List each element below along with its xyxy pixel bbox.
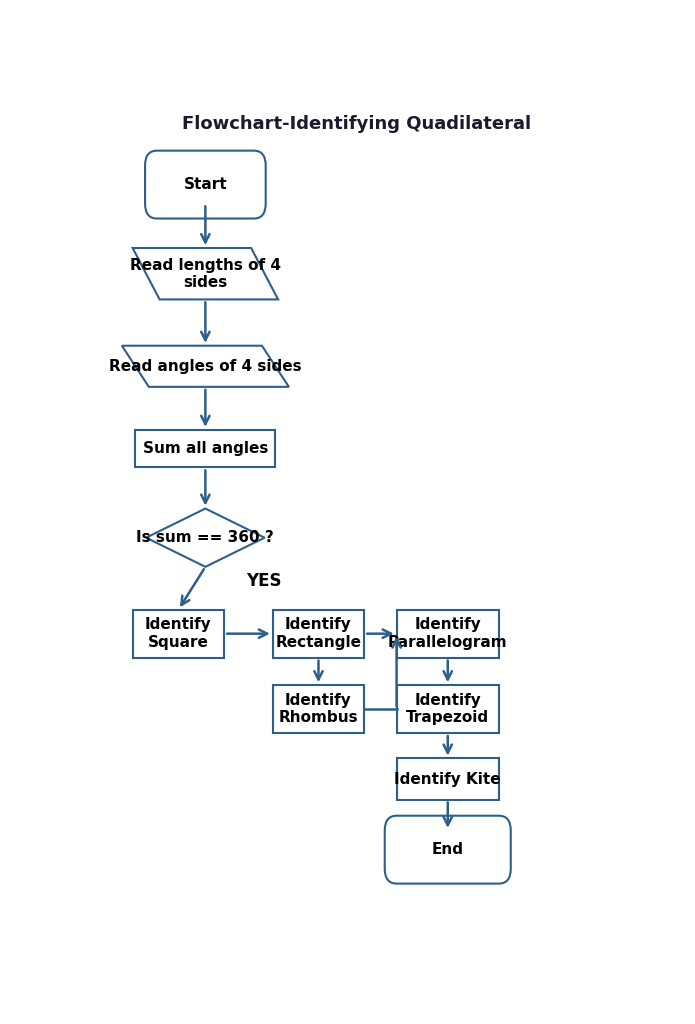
Text: Identify
Rectangle: Identify Rectangle — [275, 617, 361, 650]
Text: Identify
Trapezoid: Identify Trapezoid — [406, 693, 489, 725]
FancyBboxPatch shape — [397, 685, 499, 733]
Text: Flowchart-Identifying Quadilateral: Flowchart-Identifying Quadilateral — [181, 115, 531, 133]
Text: Sum all angles: Sum all angles — [142, 441, 268, 456]
Text: Identify
Parallelogram: Identify Parallelogram — [388, 617, 507, 650]
FancyBboxPatch shape — [133, 609, 224, 657]
FancyBboxPatch shape — [385, 816, 511, 884]
Text: End: End — [432, 842, 464, 857]
Polygon shape — [133, 248, 278, 299]
FancyBboxPatch shape — [136, 430, 275, 467]
Text: YES: YES — [246, 571, 281, 590]
FancyBboxPatch shape — [272, 609, 364, 657]
Text: Identify
Square: Identify Square — [145, 617, 212, 650]
Text: Identify Kite: Identify Kite — [395, 771, 501, 786]
Polygon shape — [122, 346, 289, 387]
Text: Is sum == 360 ?: Is sum == 360 ? — [136, 530, 275, 545]
Polygon shape — [146, 509, 265, 567]
FancyBboxPatch shape — [397, 609, 499, 657]
Text: Read lengths of 4
sides: Read lengths of 4 sides — [130, 257, 281, 290]
FancyBboxPatch shape — [145, 151, 265, 218]
Text: Start: Start — [183, 177, 227, 193]
FancyBboxPatch shape — [397, 759, 499, 800]
FancyBboxPatch shape — [272, 685, 364, 733]
Text: Identify
Rhombus: Identify Rhombus — [279, 693, 359, 725]
Text: Read angles of 4 sides: Read angles of 4 sides — [109, 358, 302, 374]
